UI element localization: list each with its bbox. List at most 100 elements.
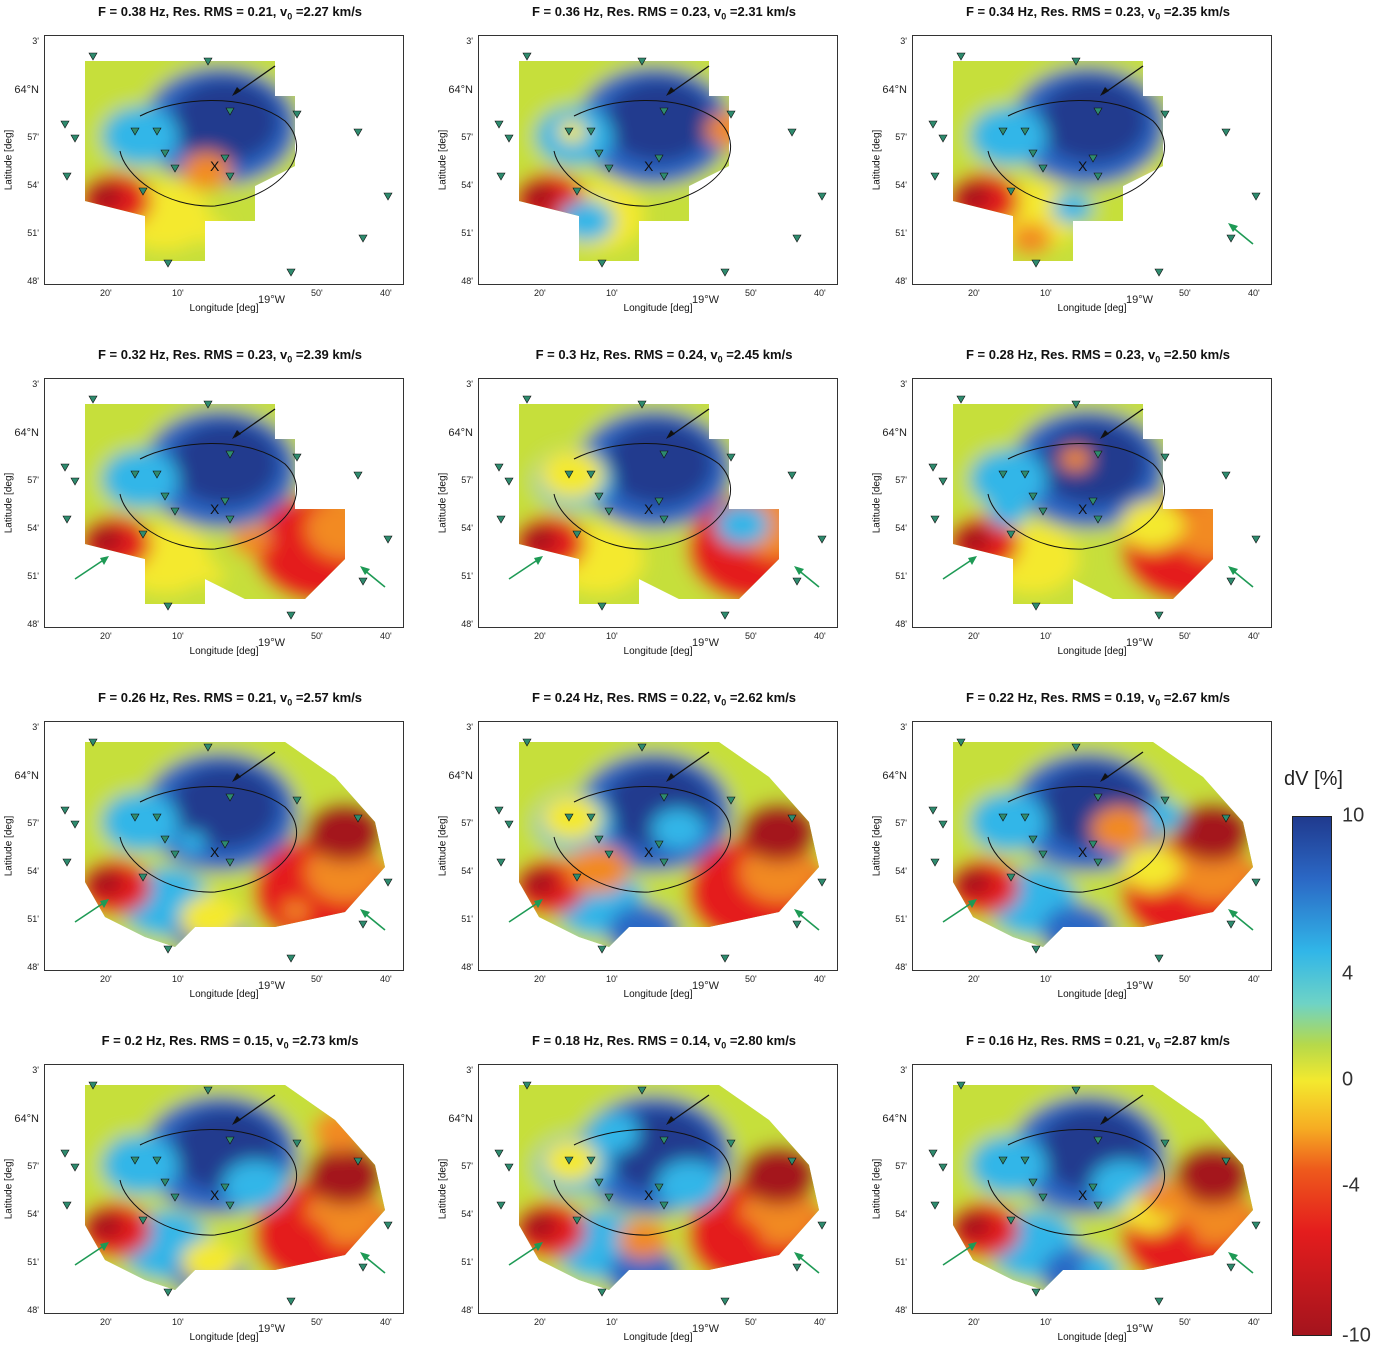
- arrow-head: [1100, 87, 1109, 96]
- panel-title-subscript: 0: [1155, 11, 1161, 22]
- station-marker: [494, 1149, 504, 1158]
- green-arrow: [508, 1244, 540, 1266]
- lon-tick-label: 50': [311, 288, 323, 298]
- lat-tick-label: 64°N: [882, 1113, 907, 1125]
- panel-title-main: F = 0.24 Hz, Res. RMS = 0.22, v: [531, 690, 722, 705]
- anomaly-blob: [101, 106, 179, 166]
- station-marker: [286, 611, 296, 620]
- lat-tick-label: 48': [27, 276, 39, 286]
- arrow-marker: [668, 408, 710, 438]
- anomaly-blob: [520, 182, 558, 210]
- lon-tick-label: 19°W: [1126, 637, 1154, 649]
- lat-tick-label: 48': [461, 1305, 473, 1315]
- lat-tick-label: 57': [895, 818, 907, 828]
- lat-tick-label: 51': [461, 571, 473, 581]
- station-marker: [597, 1288, 607, 1297]
- station-marker: [787, 128, 797, 137]
- station-marker: [522, 52, 532, 61]
- lat-tick-label: 51': [27, 571, 39, 581]
- station-marker: [163, 1288, 173, 1297]
- lon-tick-label: 40': [380, 974, 392, 984]
- station-marker: [152, 813, 162, 822]
- station-marker: [597, 259, 607, 268]
- green-arrow-head: [360, 566, 370, 575]
- lon-tick-label: 19°W: [1126, 1323, 1154, 1335]
- station-marker: [383, 192, 393, 201]
- station-marker: [594, 1178, 604, 1187]
- lon-tick-label: 19°W: [258, 980, 286, 992]
- station-marker: [1093, 1136, 1103, 1145]
- lat-tick-label: 57': [895, 475, 907, 485]
- lon-axis-label: Longitude [deg]: [623, 303, 693, 314]
- station-marker: [88, 1081, 98, 1090]
- anomaly-blob: [101, 792, 179, 852]
- station-marker: [160, 149, 170, 158]
- station-marker: [225, 793, 235, 802]
- station-marker: [170, 850, 180, 859]
- lon-tick-label: 10': [1040, 631, 1052, 641]
- green-arrow-head: [534, 899, 543, 908]
- station-marker: [637, 1086, 647, 1095]
- lon-tick-label: 20': [968, 1317, 980, 1327]
- station-marker: [1038, 1193, 1048, 1202]
- arrow-head: [666, 773, 675, 782]
- anomaly-blob: [1091, 806, 1150, 852]
- panel-title-subscript: 0: [1155, 354, 1161, 365]
- lat-tick-label: 64°N: [448, 84, 473, 96]
- station-marker: [1088, 840, 1098, 849]
- marker-x: X: [644, 501, 654, 517]
- station-marker: [358, 920, 368, 929]
- lat-tick-label: 51': [895, 1257, 907, 1267]
- lon-tick-label: 19°W: [692, 294, 720, 306]
- station-marker: [1093, 1201, 1103, 1210]
- velocity-map: X: [912, 721, 1272, 971]
- station-marker: [88, 395, 98, 404]
- station-marker: [1038, 507, 1048, 516]
- station-marker: [152, 1156, 162, 1165]
- panel-title-subscript: 0: [717, 354, 723, 365]
- marker-x: X: [644, 158, 654, 174]
- anomaly-blob: [987, 496, 1029, 528]
- anomaly-blob: [86, 868, 124, 896]
- station-marker: [383, 1221, 393, 1230]
- station-marker: [594, 835, 604, 844]
- velocity-map: X: [44, 1064, 404, 1314]
- station-marker: [654, 1183, 664, 1192]
- station-marker: [1031, 945, 1041, 954]
- green-arrow-head: [1228, 566, 1238, 575]
- station-marker: [220, 497, 230, 506]
- lat-tick-label: 51': [461, 1257, 473, 1267]
- station-marker: [70, 477, 80, 486]
- panel-title: F = 0.28 Hz, Res. RMS = 0.23, v0 =2.50 k…: [908, 347, 1288, 365]
- lon-axis-label: Longitude [deg]: [189, 303, 259, 314]
- station-marker: [130, 470, 140, 479]
- lat-tick-label: 64°N: [448, 1113, 473, 1125]
- anomaly-blob: [520, 868, 558, 896]
- panel-title-tail: =2.62 km/s: [726, 690, 797, 705]
- station-marker: [586, 470, 596, 479]
- lat-tick-label: 54': [27, 866, 39, 876]
- station-marker: [594, 492, 604, 501]
- velocity-map: X: [912, 35, 1272, 285]
- anomaly-blob: [197, 564, 225, 586]
- lon-tick-label: 40': [380, 1317, 392, 1327]
- lat-tick-label: 51': [461, 914, 473, 924]
- lat-tick-label: 54': [895, 180, 907, 190]
- lon-tick-label: 40': [814, 1317, 826, 1327]
- station-marker: [138, 873, 148, 882]
- lat-tick-label: 3': [32, 722, 39, 732]
- marker-x: X: [210, 844, 220, 860]
- anomaly-blob: [181, 1239, 239, 1284]
- anomaly-blob: [179, 894, 242, 942]
- station-marker: [1251, 1221, 1261, 1230]
- station-marker: [286, 1297, 296, 1306]
- green-arrow-head: [534, 1242, 543, 1251]
- station-marker: [938, 820, 948, 829]
- anomaly-blob: [1174, 802, 1252, 862]
- panel-title-main: F = 0.38 Hz, Res. RMS = 0.21, v: [97, 4, 288, 19]
- lon-tick-label: 20': [534, 974, 546, 984]
- station-marker: [494, 806, 504, 815]
- station-marker: [792, 234, 802, 243]
- arrow-marker: [234, 1094, 276, 1124]
- colorbar-tick: -4: [1342, 1174, 1360, 1197]
